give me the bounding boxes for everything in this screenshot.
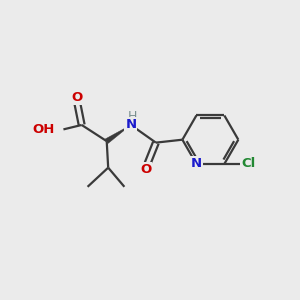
Text: O: O [71, 91, 82, 104]
Polygon shape [105, 125, 131, 143]
Text: Cl: Cl [242, 158, 256, 170]
Text: N: N [125, 118, 136, 131]
Text: N: N [191, 158, 202, 170]
Text: O: O [140, 163, 151, 176]
Text: H: H [128, 110, 137, 123]
Text: OH: OH [33, 123, 55, 136]
